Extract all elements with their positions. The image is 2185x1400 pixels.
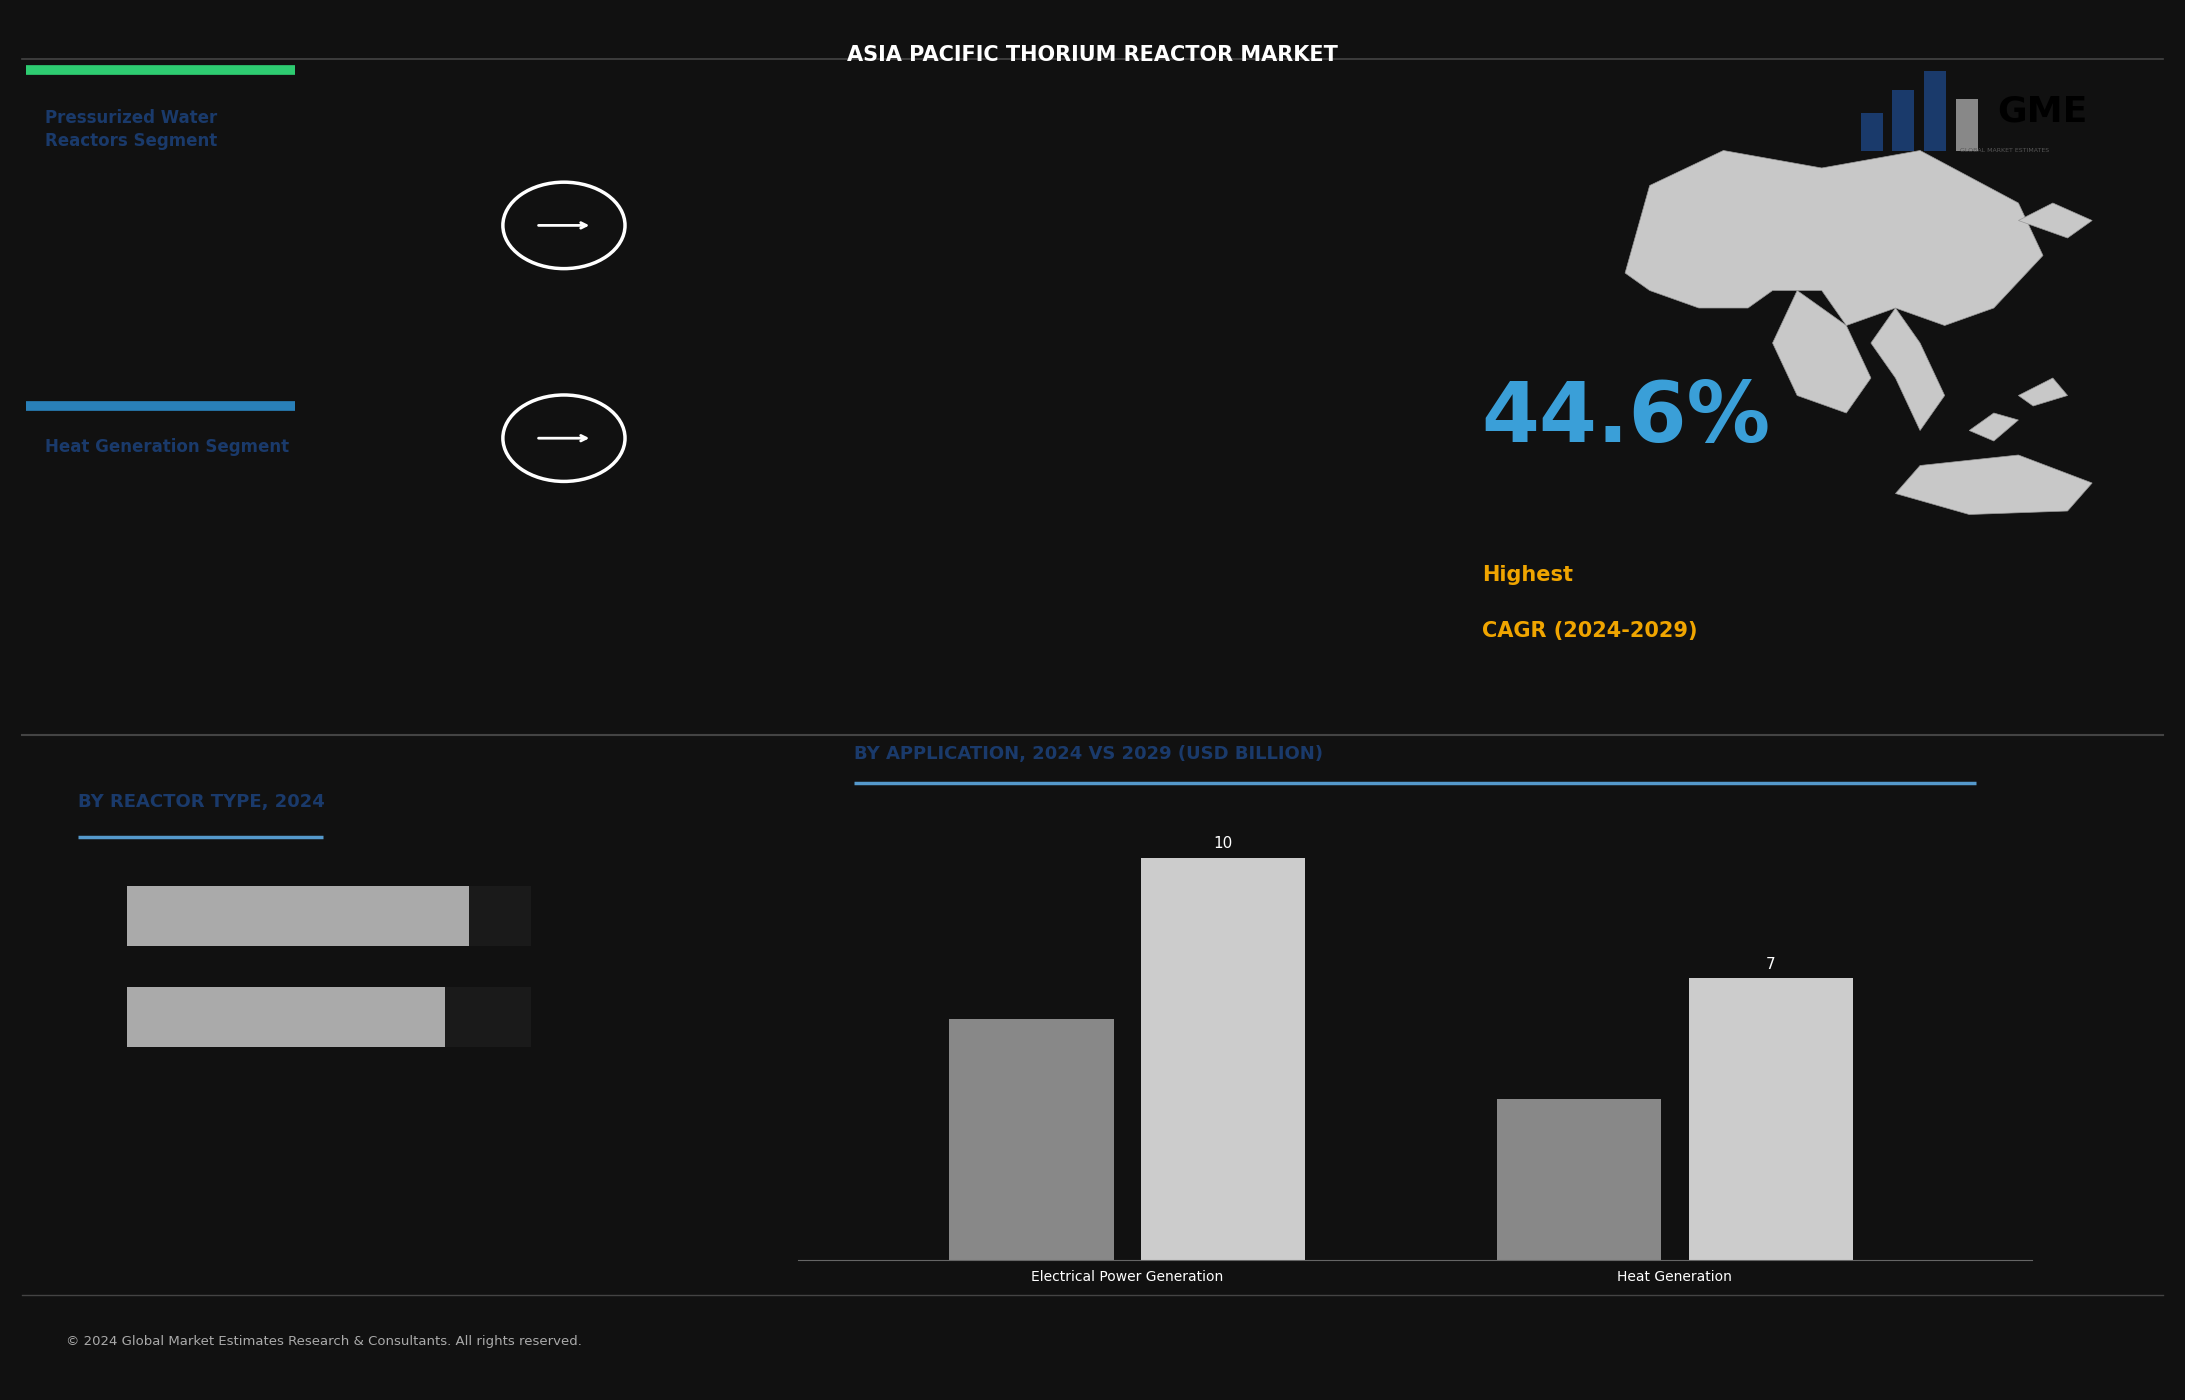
Bar [1892,90,1914,151]
FancyBboxPatch shape [127,886,470,945]
Polygon shape [1870,308,1945,431]
Bar [950,1019,1114,1260]
Bar [1141,857,1304,1260]
FancyBboxPatch shape [127,987,446,1047]
Text: BY REACTOR TYPE, 2024: BY REACTOR TYPE, 2024 [79,792,326,811]
Polygon shape [2019,378,2067,406]
Text: CAGR (2024-2029): CAGR (2024-2029) [1481,622,1698,641]
Bar [1956,99,1977,151]
Bar [1497,1099,1661,1260]
Text: The pressurized water
reactors segment is expected
to be the largest segment as
: The pressurized water reactors segment i… [46,209,251,280]
Text: BY APPLICATION, 2024 VS 2029 (USD BILLION): BY APPLICATION, 2024 VS 2029 (USD BILLIO… [854,745,1322,763]
Bar [1925,70,1947,151]
Polygon shape [2019,203,2093,238]
Polygon shape [1969,413,2019,441]
Bar [1689,979,1853,1260]
Bar [1862,113,1883,151]
Text: GLOBAL MARKET ESTIMATES: GLOBAL MARKET ESTIMATES [1960,148,2050,154]
Polygon shape [1897,455,2093,515]
FancyBboxPatch shape [470,886,531,945]
Text: GME: GME [1997,94,2089,129]
Text: 44.6%: 44.6% [1481,378,1770,459]
FancyBboxPatch shape [446,987,531,1047]
Text: © 2024 Global Market Estimates Research & Consultants. All rights reserved.: © 2024 Global Market Estimates Research … [66,1334,581,1348]
Text: The heat generation segment
is expected to be the fastest-
growing segment as pe: The heat generation segment is expected … [46,542,251,615]
Text: ASIA PACIFIC THORIUM REACTOR MARKET: ASIA PACIFIC THORIUM REACTOR MARKET [848,45,1337,64]
Text: Heat Generation Segment: Heat Generation Segment [46,438,288,456]
Text: Pressurized Water
Reactors Segment: Pressurized Water Reactors Segment [46,109,216,150]
Text: 10: 10 [1213,836,1232,851]
Text: 7: 7 [1765,958,1776,972]
Polygon shape [1626,151,2043,326]
Text: Highest: Highest [1481,564,1573,585]
Polygon shape [1772,291,1870,413]
